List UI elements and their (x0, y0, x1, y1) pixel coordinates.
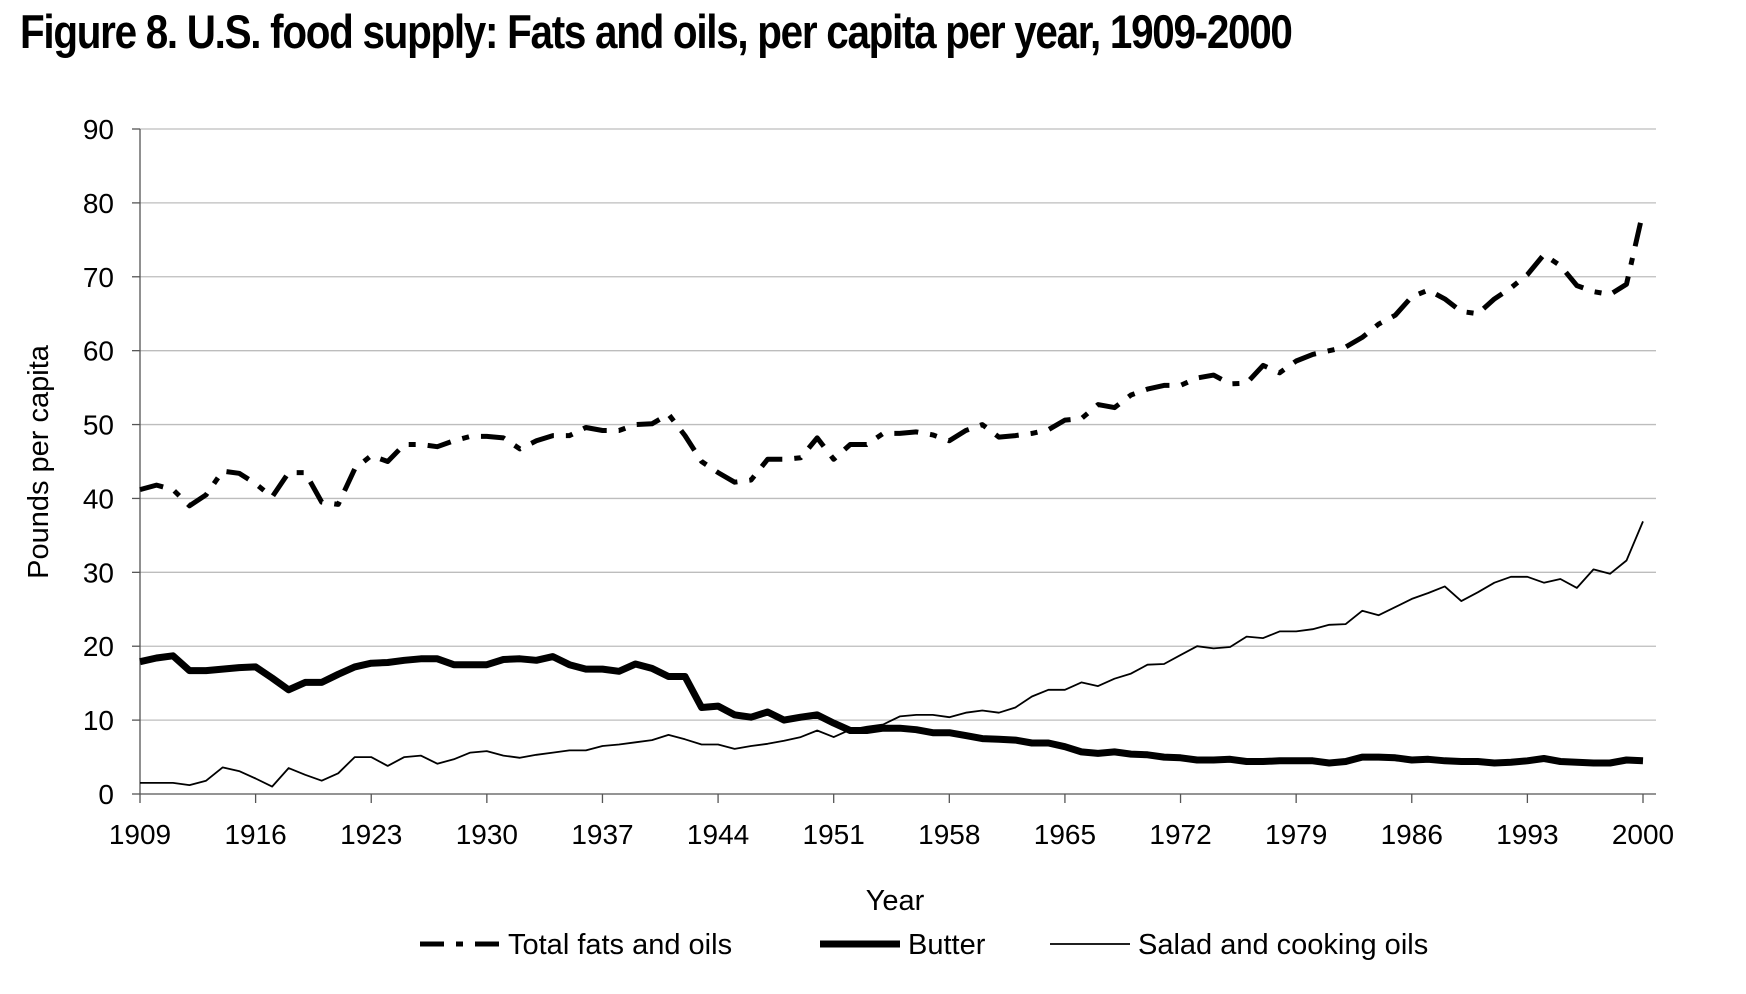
legend-label: Butter (908, 929, 986, 961)
x-tick-label: 1923 (340, 819, 402, 850)
x-tick-label: 1958 (918, 819, 980, 850)
y-tick-label: 60 (83, 336, 114, 367)
x-tick-label: 1972 (1149, 819, 1211, 850)
x-tick-label: 2000 (1612, 819, 1674, 850)
x-tick-label: 1937 (571, 819, 633, 850)
series-line-butter (139, 652, 1644, 767)
series-line-salad-and-cooking-oils (140, 521, 1644, 788)
y-tick-label: 0 (98, 779, 114, 810)
x-tick-label: 1930 (456, 819, 518, 850)
y-tick-label: 40 (83, 483, 114, 514)
x-axis-label: Year (866, 885, 925, 917)
x-tick-label: 1979 (1265, 819, 1327, 850)
y-tick-label: 70 (83, 262, 114, 293)
y-tick-label: 30 (83, 557, 114, 588)
y-axis-label: Pounds per capita (23, 344, 55, 579)
x-tick-label: 1944 (687, 819, 749, 850)
y-tick-label: 10 (83, 705, 114, 736)
series-line-total-fats-and-oils (139, 211, 1646, 509)
legend: Total fats and oils Butter Salad and cooki… (420, 929, 1428, 961)
y-tick-label: 20 (83, 631, 114, 662)
x-tick-label: 1986 (1381, 819, 1443, 850)
chart-title: Figure 8. U.S. food supply: Fats and oil… (20, 5, 1293, 58)
x-tick-label: 1909 (109, 819, 171, 850)
x-tick-label: 1916 (224, 819, 286, 850)
legend-label: Salad and cooking oils (1138, 929, 1428, 961)
legend-label: Total fats and oils (508, 929, 732, 961)
y-tick-label: 80 (83, 188, 114, 219)
y-tick-label: 90 (83, 114, 114, 145)
y-tick-label: 50 (83, 410, 114, 441)
x-tick-label: 1951 (803, 819, 865, 850)
x-tick-label: 1993 (1496, 819, 1558, 850)
x-tick-label: 1965 (1034, 819, 1096, 850)
